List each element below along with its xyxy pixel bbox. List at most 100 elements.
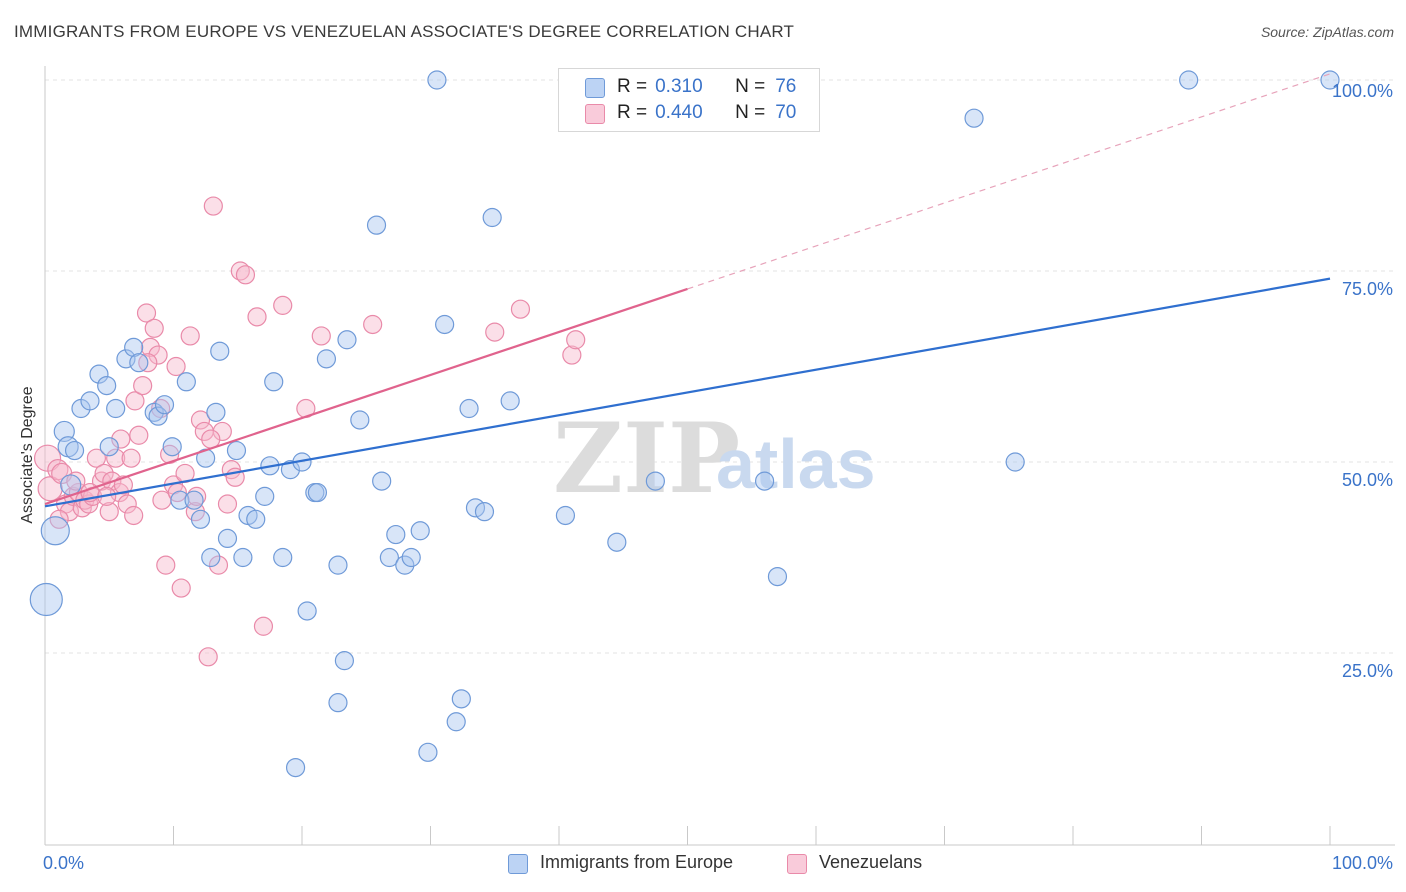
data-point [99, 502, 119, 522]
data-point [379, 547, 399, 568]
data-point [337, 330, 357, 350]
data-point [106, 398, 126, 419]
legend-r-label: R = [617, 76, 648, 97]
data-point [285, 757, 306, 778]
data-point [99, 437, 119, 457]
data-point [247, 307, 267, 327]
y-tick-label: 100.0% [1332, 81, 1393, 101]
data-point [253, 616, 274, 636]
data-point [217, 528, 238, 549]
data-point [29, 582, 63, 617]
data-point [162, 437, 182, 457]
data-point [459, 398, 479, 419]
data-point [372, 471, 392, 491]
data-point [166, 356, 186, 377]
data-point [264, 372, 284, 392]
data-point [566, 330, 586, 350]
data-point [64, 440, 85, 461]
data-point [201, 547, 221, 568]
data-point [246, 509, 266, 529]
data-point [350, 410, 370, 430]
source-credit: Source: ZipAtlas.com [1260, 24, 1394, 40]
gridlines [45, 79, 1395, 654]
data-point [235, 265, 256, 285]
bottom-legend-swatch-europe [508, 854, 528, 874]
data-point [297, 601, 317, 621]
data-point [111, 429, 131, 449]
data-point [80, 391, 100, 411]
bottom-legend-venezuelans: Venezuelans [819, 852, 923, 872]
data-point [47, 459, 69, 481]
venezuelans-points [33, 196, 586, 667]
data-point [116, 349, 136, 369]
data-point [435, 314, 455, 335]
data-point [154, 395, 175, 415]
trend-line-europe [44, 277, 1331, 508]
data-point [86, 448, 107, 468]
data-point [190, 509, 211, 529]
data-point [180, 326, 200, 346]
data-point [366, 215, 387, 235]
data-point [125, 391, 145, 411]
data-point [190, 410, 211, 430]
data-point [767, 566, 788, 587]
legend-n-label: N = [735, 102, 766, 123]
data-point [510, 299, 531, 319]
data-point [148, 406, 168, 426]
data-point [210, 341, 230, 361]
legend-r-label: R = [617, 102, 648, 123]
data-point [144, 318, 164, 338]
bottom-legend-swatch-venezuelans [787, 854, 807, 874]
data-point [233, 547, 253, 568]
data-point [208, 555, 229, 575]
trend-lines [44, 73, 1331, 508]
legend-n-value: 76 [775, 76, 797, 97]
y-tick-label: 75.0% [1342, 279, 1393, 299]
tick-labels: 25.0% 50.0% 75.0% 100.0% 0.0% 100.0% [43, 81, 1393, 873]
data-point [176, 372, 196, 392]
data-point [446, 712, 466, 732]
data-point [203, 196, 223, 216]
data-point [485, 322, 505, 342]
trend-line-venezuelans-extension [687, 73, 1331, 290]
data-point [964, 108, 984, 128]
data-point [316, 349, 337, 369]
data-point [401, 547, 421, 568]
data-point [307, 482, 328, 503]
data-point [410, 521, 430, 541]
data-point [184, 490, 204, 510]
data-point [217, 494, 238, 514]
watermark-zip: ZIP [553, 402, 740, 515]
trend-line-venezuelans [44, 287, 688, 506]
data-point [129, 353, 149, 373]
data-point [607, 532, 627, 552]
legend-row-europe: R = 0.310 N = 76 [617, 74, 796, 100]
data-point [418, 742, 438, 762]
data-point [386, 524, 406, 545]
y-tick-label: 25.0% [1342, 661, 1393, 681]
data-point [230, 261, 250, 281]
bottom-legend-europe: Immigrants from Europe [540, 852, 734, 872]
data-point [482, 207, 502, 228]
data-point [1179, 70, 1199, 90]
data-point [94, 463, 114, 484]
data-point [555, 505, 576, 526]
data-point [212, 421, 232, 442]
legend-n-label: N = [735, 76, 766, 97]
data-point [328, 555, 348, 575]
data-point [170, 490, 190, 510]
data-point [129, 425, 149, 445]
data-point [144, 402, 164, 422]
data-point [171, 578, 191, 598]
data-point [49, 509, 69, 529]
legend-swatch-pink [585, 104, 605, 124]
data-point [136, 303, 157, 323]
data-point [395, 555, 415, 575]
data-point [124, 505, 144, 526]
data-point [226, 440, 247, 461]
legend-swatch-blue [585, 78, 605, 98]
data-point [148, 345, 168, 365]
data-point [89, 364, 109, 384]
data-point [363, 314, 383, 335]
